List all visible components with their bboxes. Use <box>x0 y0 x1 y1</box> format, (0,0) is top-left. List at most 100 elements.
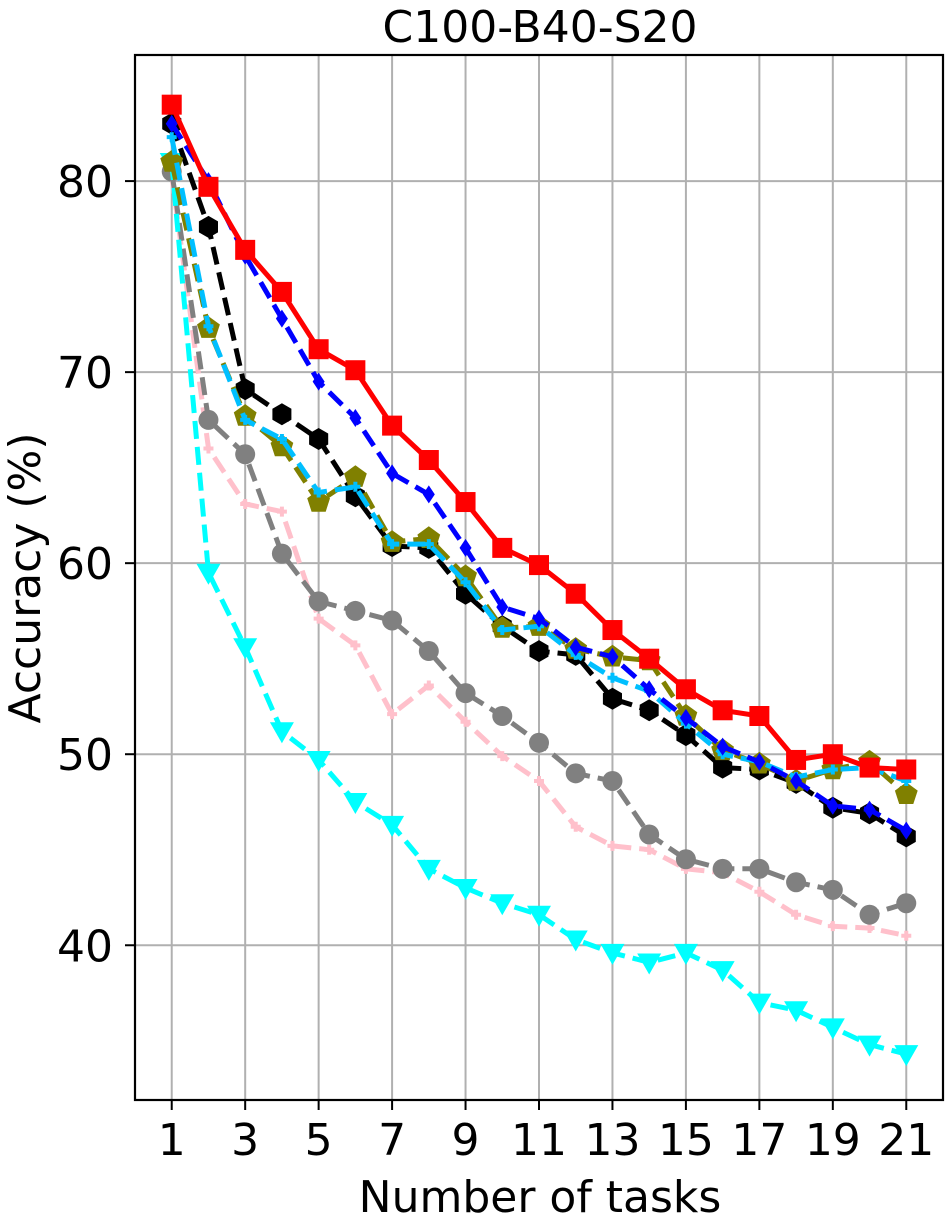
data-point <box>198 215 218 238</box>
data-point <box>901 775 912 786</box>
data-point <box>565 763 586 784</box>
data-point <box>382 610 403 631</box>
x-tick-label: 13 <box>584 1115 640 1166</box>
data-point <box>747 993 772 1015</box>
data-point <box>863 800 876 819</box>
data-point <box>416 859 441 881</box>
data-point <box>386 464 399 483</box>
data-point <box>900 821 913 840</box>
x-axis: 1 3 5 7 9 11 13 15 17 19 21 <box>158 1100 934 1166</box>
data-point <box>496 598 509 617</box>
data-point <box>235 239 256 260</box>
data-point <box>271 543 292 564</box>
data-point <box>345 600 366 621</box>
data-point <box>453 878 478 900</box>
y-tick-label: 70 <box>57 348 113 399</box>
data-point <box>600 943 625 965</box>
data-point <box>820 1018 845 1040</box>
data-point <box>423 539 434 550</box>
y-tick-label: 40 <box>57 921 113 972</box>
series-line <box>169 161 907 1057</box>
data-point <box>826 796 839 815</box>
data-point <box>380 815 405 837</box>
data-point <box>529 555 549 576</box>
data-point <box>822 744 843 765</box>
data-point <box>784 1001 809 1023</box>
data-point <box>276 506 287 517</box>
data-point <box>607 672 618 683</box>
data-point <box>713 756 733 779</box>
data-point <box>269 722 294 744</box>
data-point <box>791 909 802 920</box>
x-tick-label: 7 <box>378 1115 406 1166</box>
data-point <box>753 752 766 771</box>
data-point <box>307 490 330 512</box>
data-point <box>675 679 696 700</box>
data-point <box>901 930 912 941</box>
data-point <box>679 708 692 727</box>
data-point <box>894 782 918 804</box>
data-point <box>639 699 659 722</box>
data-point <box>235 378 255 401</box>
x-tick-label: 5 <box>305 1115 333 1166</box>
data-point <box>673 943 698 965</box>
data-point <box>786 872 807 893</box>
data-point <box>233 638 258 660</box>
y-axis-title: Accuracy (%) <box>0 432 51 723</box>
data-point <box>492 537 513 558</box>
data-point <box>418 450 439 471</box>
data-point <box>240 498 251 509</box>
data-point <box>859 757 880 778</box>
data-point <box>497 625 508 636</box>
data-point <box>675 849 696 870</box>
data-point <box>534 775 544 786</box>
data-point <box>166 132 177 143</box>
grid <box>135 55 943 1100</box>
data-point <box>607 840 618 851</box>
data-point <box>492 706 513 727</box>
data-point <box>343 792 368 814</box>
data-point <box>198 176 219 197</box>
data-point <box>570 821 581 832</box>
data-point <box>712 700 733 721</box>
data-point <box>710 961 735 983</box>
x-tick-label: 9 <box>452 1115 480 1166</box>
data-point <box>349 408 362 427</box>
data-point <box>827 921 838 932</box>
data-point <box>827 764 838 775</box>
data-point <box>859 904 880 925</box>
data-point <box>563 930 588 952</box>
data-point <box>894 1045 919 1067</box>
data-point <box>455 683 476 704</box>
data-point <box>165 114 178 133</box>
data-point <box>455 492 476 513</box>
data-point <box>309 428 329 450</box>
data-point <box>606 647 619 666</box>
data-point <box>790 771 803 790</box>
data-point <box>749 858 770 879</box>
data-point <box>308 591 329 612</box>
data-point <box>749 706 770 727</box>
data-point <box>198 409 219 430</box>
data-point <box>527 905 551 927</box>
data-point <box>387 709 398 720</box>
x-tick-label: 11 <box>511 1115 567 1166</box>
data-point <box>460 716 471 727</box>
data-point <box>529 640 549 663</box>
data-point <box>786 749 807 770</box>
data-point <box>712 858 733 879</box>
y-axis: 40 50 60 70 80 <box>57 157 135 972</box>
data-point <box>235 444 256 465</box>
data-point <box>387 539 398 550</box>
data-point <box>422 485 435 504</box>
y-tick-label: 50 <box>57 730 113 781</box>
data-point <box>272 403 292 426</box>
data-point <box>822 879 843 900</box>
data-point <box>454 564 477 587</box>
data-point <box>345 360 366 381</box>
data-point <box>312 372 325 391</box>
data-point <box>203 443 214 454</box>
data-point <box>275 309 288 328</box>
series-layer <box>159 94 919 1067</box>
